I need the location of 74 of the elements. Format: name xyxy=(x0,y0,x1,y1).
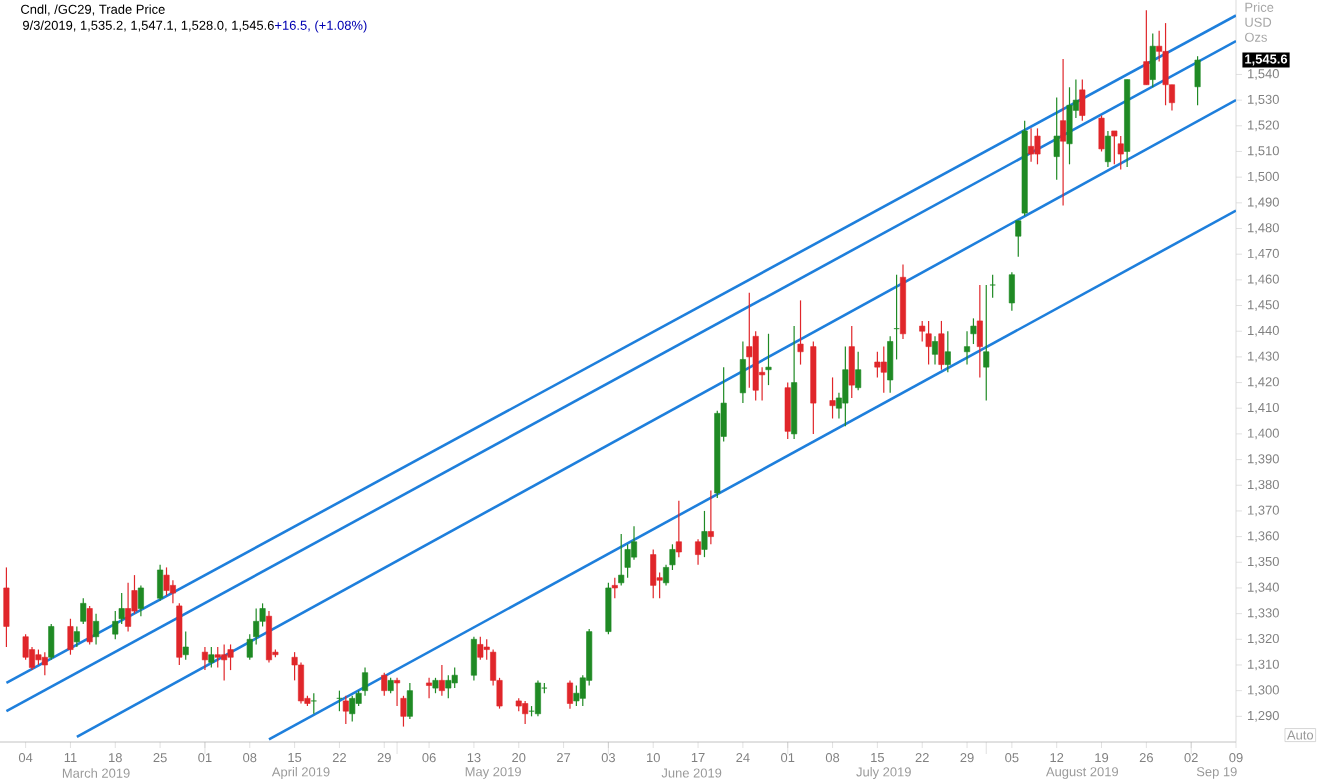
candlestick xyxy=(342,695,349,725)
candlestick xyxy=(67,618,74,656)
candlestick xyxy=(746,292,753,389)
candlestick xyxy=(701,510,708,558)
candlestick xyxy=(848,325,855,399)
candlestick xyxy=(438,664,445,697)
candlestick xyxy=(125,582,132,633)
candlestick xyxy=(611,577,618,599)
candlestick xyxy=(182,631,189,661)
candlestick xyxy=(1015,220,1022,258)
candlestick xyxy=(214,646,221,669)
candlestick xyxy=(157,564,164,602)
candlestick xyxy=(739,340,746,404)
candlestick xyxy=(925,320,932,366)
candlestick xyxy=(964,330,971,366)
candlestick xyxy=(445,674,452,699)
candlestick xyxy=(1053,96,1060,181)
candlestick xyxy=(406,682,413,720)
candlestick xyxy=(93,613,100,646)
candlestick xyxy=(1149,32,1156,88)
candlestick xyxy=(221,643,228,681)
candlestick xyxy=(855,351,862,391)
candlestick xyxy=(1143,9,1150,86)
candlestick xyxy=(1079,78,1086,122)
candlestick xyxy=(137,584,144,617)
candlestick xyxy=(650,548,657,599)
candlestick xyxy=(3,566,10,648)
candlestick xyxy=(1117,135,1124,171)
candlestick xyxy=(829,376,836,420)
candlestick xyxy=(695,538,702,566)
candlestick xyxy=(784,381,791,440)
candlestick xyxy=(426,677,433,699)
candlestick xyxy=(1104,130,1111,168)
candlestick xyxy=(983,284,990,402)
candlestick xyxy=(265,610,272,664)
candlestick xyxy=(880,346,887,394)
candlestick xyxy=(208,646,215,669)
candlestick xyxy=(765,333,772,386)
candlestick xyxy=(201,646,208,671)
candlestick xyxy=(86,605,93,646)
candlestick xyxy=(477,636,484,661)
candlestick xyxy=(534,679,541,717)
candlestick xyxy=(566,679,573,710)
candlestick xyxy=(349,695,356,723)
candlestick xyxy=(163,566,170,597)
candlestick xyxy=(944,330,951,373)
candlestick xyxy=(1098,114,1105,153)
candlestick xyxy=(470,636,477,681)
candlestick xyxy=(362,666,369,697)
candlestick xyxy=(707,489,714,545)
candlestick xyxy=(1194,55,1201,106)
candlestick xyxy=(932,335,938,366)
candlestick xyxy=(48,623,55,661)
candlestick xyxy=(797,299,804,366)
candlestick xyxy=(605,582,612,635)
candlestick xyxy=(41,651,48,676)
candlestick xyxy=(976,284,983,379)
candlestick xyxy=(1162,22,1169,106)
candlestick xyxy=(310,692,317,715)
candlestick xyxy=(1111,130,1118,165)
candlestick xyxy=(1066,86,1073,165)
candlestick xyxy=(522,700,529,725)
candlestick xyxy=(73,625,80,648)
candlestick xyxy=(1060,58,1067,206)
candlestick xyxy=(938,320,945,371)
candlestick xyxy=(618,533,625,586)
candlestick xyxy=(1034,127,1041,165)
candlestick xyxy=(675,500,682,558)
candlestick xyxy=(381,672,388,697)
candlestick xyxy=(80,597,87,625)
candlestick xyxy=(1008,271,1015,312)
candlestick xyxy=(842,346,849,427)
candlestick xyxy=(1028,127,1035,163)
candlestick xyxy=(874,351,881,379)
